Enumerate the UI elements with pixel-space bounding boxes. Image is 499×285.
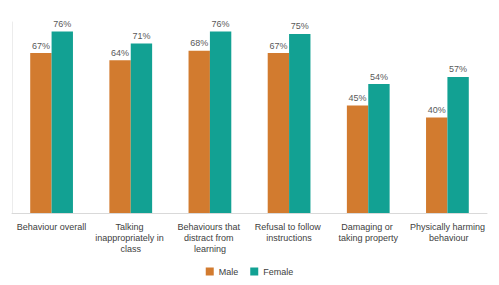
svg-text:64%: 64% — [111, 48, 129, 58]
svg-text:Talking: Talking — [115, 222, 146, 232]
svg-text:Male: Male — [219, 267, 239, 277]
svg-text:Refusal to follow: Refusal to follow — [255, 222, 324, 232]
svg-text:Behaviours that: Behaviours that — [177, 222, 242, 232]
svg-text:instructions: instructions — [266, 233, 312, 243]
svg-text:57%: 57% — [449, 64, 467, 74]
svg-text:54%: 54% — [370, 72, 388, 82]
svg-text:71%: 71% — [132, 31, 150, 41]
svg-text:45%: 45% — [349, 93, 367, 103]
svg-text:67%: 67% — [32, 41, 50, 51]
svg-text:Physically harming: Physically harming — [410, 222, 485, 232]
svg-text:Female: Female — [263, 267, 293, 277]
svg-text:Behaviour overall: Behaviour overall — [17, 222, 87, 232]
svg-text:distract from: distract from — [184, 233, 236, 243]
svg-text:67%: 67% — [269, 41, 287, 51]
svg-text:learning: learning — [194, 244, 226, 254]
svg-text:behaviour: behaviour — [426, 233, 468, 243]
svg-text:40%: 40% — [428, 105, 446, 115]
svg-text:inappropriately in: inappropriately in — [95, 233, 166, 243]
svg-text:75%: 75% — [291, 21, 309, 31]
svg-text:76%: 76% — [212, 19, 230, 29]
svg-text:76%: 76% — [53, 19, 71, 29]
svg-text:Damaging or: Damaging or — [341, 222, 395, 232]
svg-text:class: class — [120, 244, 141, 254]
svg-text:taking property: taking property — [338, 233, 398, 243]
svg-text:68%: 68% — [190, 38, 208, 48]
